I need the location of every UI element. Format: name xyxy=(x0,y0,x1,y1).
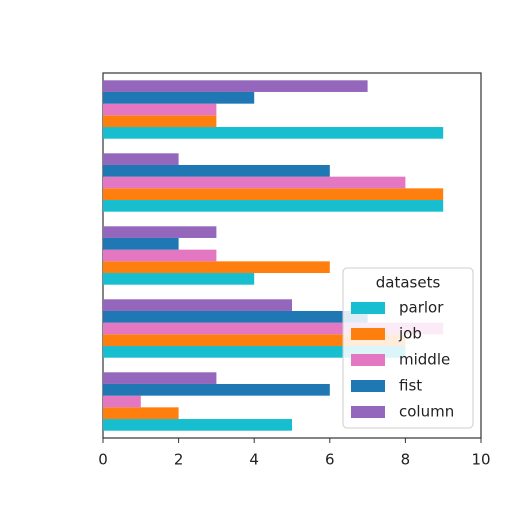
legend-label: column xyxy=(399,403,454,421)
bar xyxy=(103,188,444,201)
bar xyxy=(103,261,330,274)
bar xyxy=(103,115,217,128)
legend-title: datasets xyxy=(376,274,441,292)
x-tick-label: 6 xyxy=(325,451,335,469)
bar xyxy=(103,299,292,311)
bar xyxy=(103,80,368,92)
bar xyxy=(103,249,217,262)
legend-swatch xyxy=(351,406,385,418)
legend-swatch xyxy=(351,302,385,314)
bar xyxy=(103,153,179,165)
bar xyxy=(103,226,217,238)
bar xyxy=(103,419,292,431)
x-tick-label: 0 xyxy=(98,451,108,469)
bar xyxy=(103,237,179,250)
bar xyxy=(103,103,217,116)
x-tick-label: 10 xyxy=(471,451,490,469)
legend-label: parlor xyxy=(399,299,444,317)
bar xyxy=(103,91,255,104)
legend-label: middle xyxy=(399,351,450,369)
legend-swatch xyxy=(351,354,385,366)
bar xyxy=(103,322,444,335)
x-tick-label: 8 xyxy=(401,451,411,469)
legend-label: fist xyxy=(399,377,422,395)
legend-swatch xyxy=(351,380,385,392)
bar xyxy=(103,200,444,212)
bar xyxy=(103,383,330,396)
bar xyxy=(103,273,255,285)
x-tick-label: 2 xyxy=(174,451,184,469)
bar xyxy=(103,164,330,177)
bar xyxy=(103,395,141,408)
bar xyxy=(103,407,179,420)
bar xyxy=(103,334,406,347)
bar xyxy=(103,346,406,358)
bar xyxy=(103,176,406,189)
bar xyxy=(103,127,444,139)
bar xyxy=(103,372,217,384)
x-tick-label: 4 xyxy=(249,451,259,469)
legend-label: job xyxy=(398,325,422,343)
bar xyxy=(103,310,368,323)
legend-swatch xyxy=(351,328,385,340)
